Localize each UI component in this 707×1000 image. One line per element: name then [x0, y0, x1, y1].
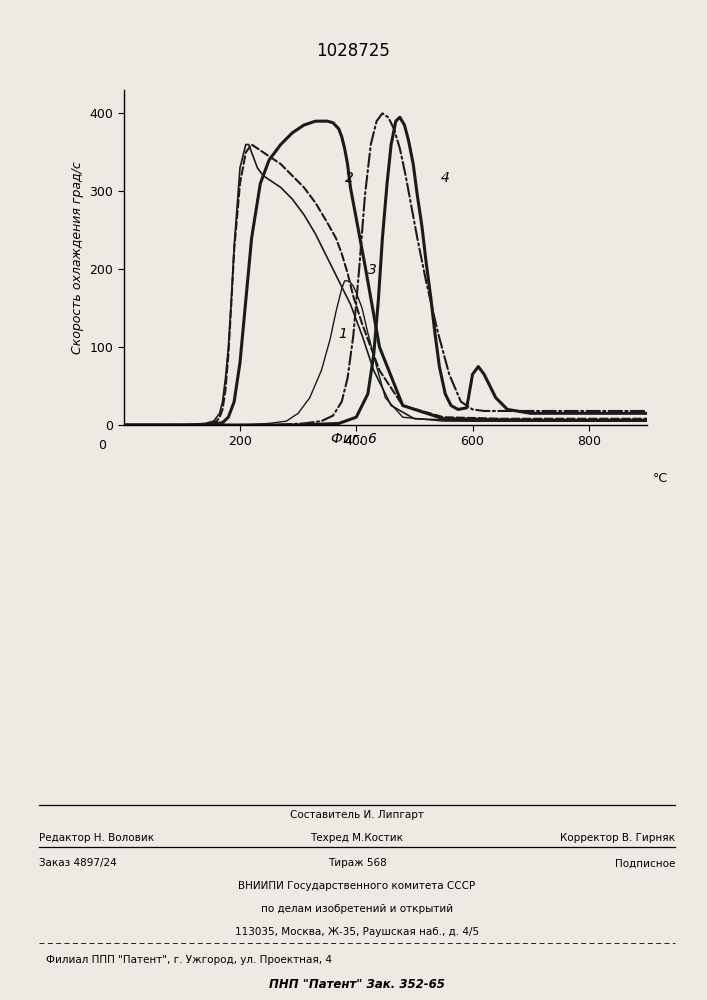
Text: 3: 3	[368, 263, 377, 277]
Text: 1: 1	[339, 327, 348, 341]
Text: 113035, Москва, Ж-35, Раушская наб., д. 4/5: 113035, Москва, Ж-35, Раушская наб., д. …	[235, 927, 479, 937]
Text: Подписное: Подписное	[615, 858, 675, 868]
Text: Составитель И. Липгарт: Составитель И. Липгарт	[290, 810, 424, 820]
Text: Техред М.Костик: Техред М.Костик	[310, 833, 404, 843]
Text: ПНП "Патент" Зак. 352-65: ПНП "Патент" Зак. 352-65	[269, 978, 445, 991]
Text: 0: 0	[98, 439, 106, 452]
Text: 4: 4	[440, 171, 450, 185]
Text: Фиг. 6: Фиг. 6	[331, 432, 376, 446]
Text: 1028725: 1028725	[317, 42, 390, 60]
Text: Корректор В. Гирняк: Корректор В. Гирняк	[560, 833, 675, 843]
Text: Филиал ППП "Патент", г. Ужгород, ул. Проектная, 4: Филиал ППП "Патент", г. Ужгород, ул. Про…	[46, 955, 332, 965]
Y-axis label: Скорость охлаждения град/с: Скорость охлаждения град/с	[71, 161, 84, 354]
Text: по делам изобретений и открытий: по делам изобретений и открытий	[261, 904, 453, 914]
Text: Тираж 568: Тираж 568	[327, 858, 387, 868]
Text: 2: 2	[344, 171, 354, 185]
Text: °C: °C	[653, 472, 668, 485]
Text: Заказ 4897/24: Заказ 4897/24	[39, 858, 117, 868]
Text: Редактор Н. Воловик: Редактор Н. Воловик	[39, 833, 154, 843]
Text: ВНИИПИ Государственного комитета СССР: ВНИИПИ Государственного комитета СССР	[238, 881, 476, 891]
